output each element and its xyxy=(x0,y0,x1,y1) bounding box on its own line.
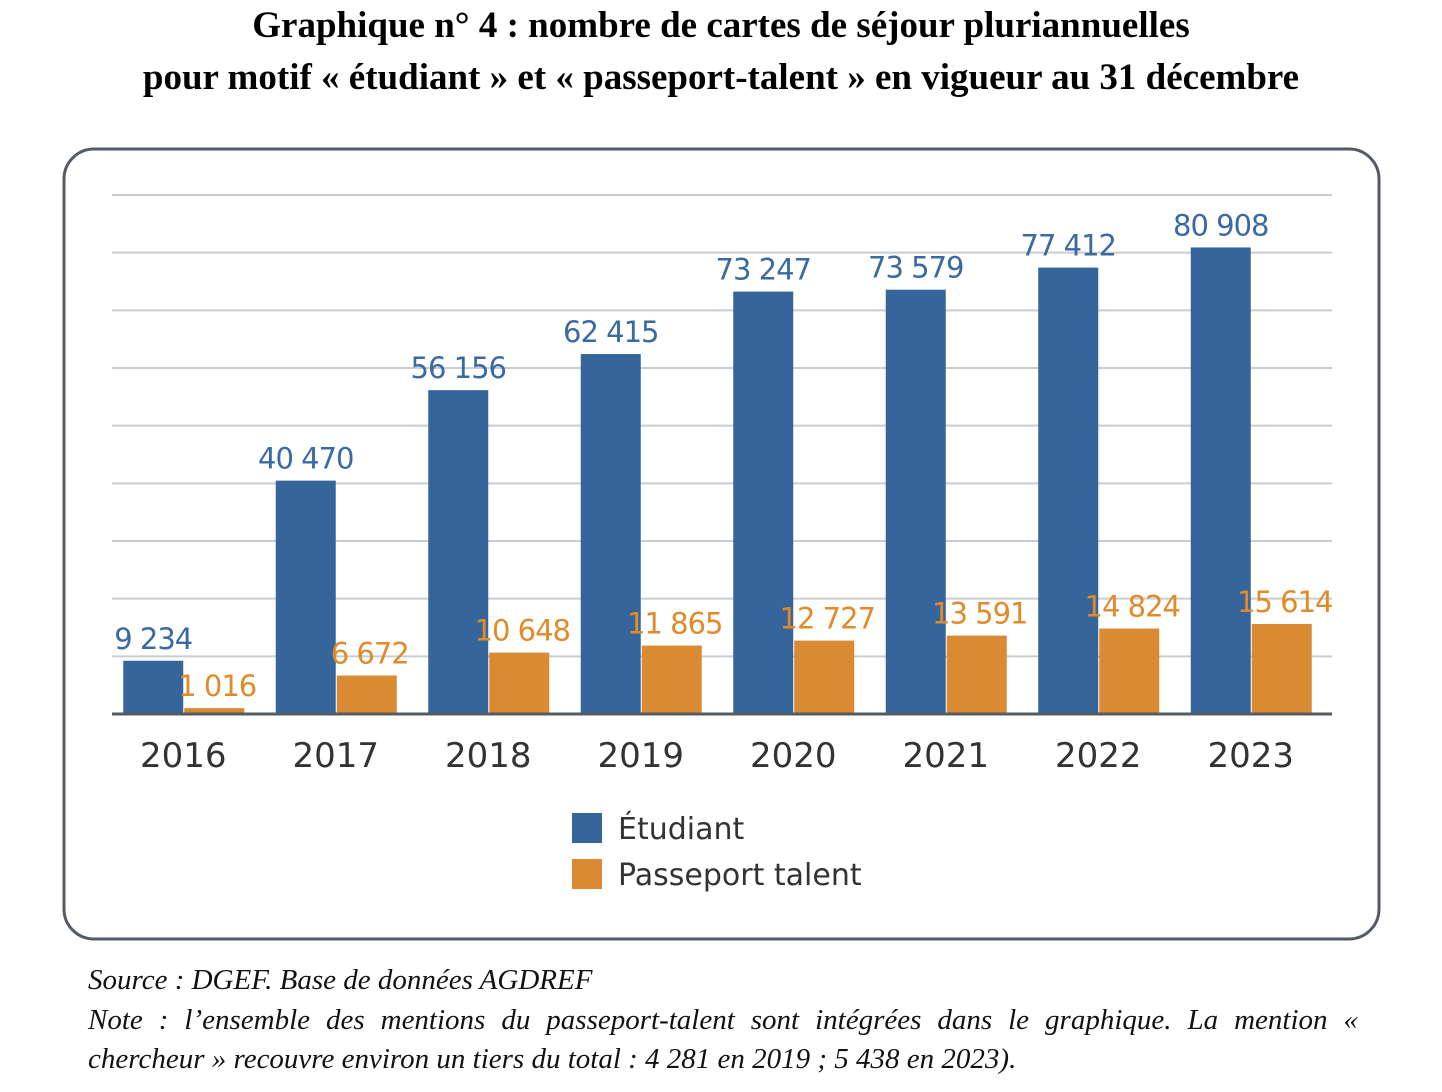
data-label: 40 470 xyxy=(258,442,353,476)
data-label: 14 824 xyxy=(1085,590,1180,624)
bar-passeport-talent xyxy=(641,645,702,714)
footnote: Note : l’ensemble des mentions du passep… xyxy=(88,1004,1358,1075)
data-label: 1 016 xyxy=(178,669,256,703)
x-tick-label: 2023 xyxy=(1207,736,1294,776)
chart-subtitle: pour motif « étudiant » et « passeport-t… xyxy=(142,57,1300,98)
bar-passeport-talent xyxy=(794,640,855,714)
bar-etudiant xyxy=(733,291,794,714)
bar-etudiant xyxy=(275,480,336,714)
x-tick-label: 2017 xyxy=(292,736,379,776)
data-label: 77 412 xyxy=(1021,229,1116,263)
bar-passeport-talent xyxy=(489,652,550,714)
bar-passeport-talent xyxy=(336,675,397,714)
x-tick-label: 2018 xyxy=(445,736,532,776)
legend-swatch xyxy=(572,859,602,889)
data-label: 80 908 xyxy=(1173,208,1268,242)
data-label: 73 579 xyxy=(868,251,963,285)
data-label: 15 614 xyxy=(1237,585,1332,619)
x-tick-label: 2020 xyxy=(750,736,837,776)
legend-label: Étudiant xyxy=(618,811,745,847)
data-label: 73 247 xyxy=(716,253,811,287)
legend-label: Passeport talent xyxy=(618,858,862,893)
source-note: Source : DGEF. Base de données AGDREF xyxy=(88,964,593,996)
data-label: 56 156 xyxy=(411,351,506,385)
data-label: 62 415 xyxy=(563,315,658,349)
x-tick-label: 2021 xyxy=(902,736,989,776)
bar-passeport-talent xyxy=(946,635,1007,714)
bar-passeport-talent xyxy=(1251,623,1312,714)
x-tick-label: 2022 xyxy=(1055,736,1142,776)
bar-etudiant xyxy=(1038,267,1099,714)
bar-chart: 9 234 1 016 2016 40 470 6 672 2017 56 156 10 64… xyxy=(62,147,1381,941)
bar-passeport-talent xyxy=(184,708,245,714)
data-label: 11 865 xyxy=(627,607,722,641)
bar-etudiant xyxy=(428,390,489,714)
data-label: 10 648 xyxy=(475,614,570,648)
bar-etudiant xyxy=(123,660,184,714)
x-tick-label: 2016 xyxy=(140,736,227,776)
data-label: 6 672 xyxy=(331,637,409,671)
chart-title: Graphique n° 4 : nombre de cartes de séj… xyxy=(252,5,1190,46)
bar-etudiant xyxy=(885,289,946,714)
bar-etudiant xyxy=(580,354,641,714)
data-label: 13 591 xyxy=(932,597,1027,631)
bar-passeport-talent xyxy=(1099,628,1160,714)
bar-etudiant xyxy=(1190,247,1251,714)
legend-swatch xyxy=(572,813,602,843)
data-label: 9 234 xyxy=(114,622,192,656)
data-label: 12 727 xyxy=(780,602,875,636)
x-tick-label: 2019 xyxy=(597,736,684,776)
